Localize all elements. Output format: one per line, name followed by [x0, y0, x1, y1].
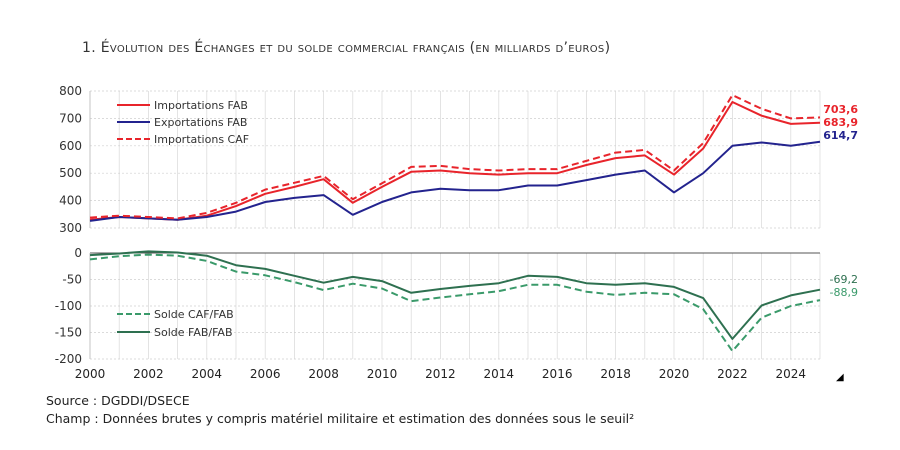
x-tick-label: 2004: [192, 367, 223, 381]
legend-label: Importations FAB: [154, 99, 248, 112]
x-tick-label: 2008: [308, 367, 339, 381]
y-tick-label: 600: [59, 139, 82, 153]
y-tick-label: 700: [59, 111, 82, 125]
series-line-importations-caf: [89, 94, 821, 220]
y-tick-label: -50: [62, 273, 82, 287]
corner-arrow-icon: ◢: [836, 372, 844, 383]
x-tick-label: 2006: [250, 367, 281, 381]
series-line-solde-fab-fab: [89, 250, 821, 340]
champ-note: Champ : Données brutes y compris matérie…: [46, 411, 635, 426]
y-tick-label: 300: [59, 221, 82, 235]
chart-title: 1. Évolution des Échanges et du solde co…: [82, 40, 611, 56]
x-tick-label: 2002: [133, 367, 164, 381]
end-value-label: 614,7: [823, 129, 858, 142]
end-value-label: 703,6: [823, 103, 858, 116]
x-tick-label: 2012: [425, 367, 456, 381]
end-value-label: -69,2: [830, 273, 858, 286]
y-tick-label: -200: [55, 352, 82, 366]
y-tick-label: 500: [59, 166, 82, 180]
x-tick-label: 2018: [600, 367, 631, 381]
legend-label: Exportations FAB: [154, 116, 247, 129]
legend-label: Solde FAB/FAB: [154, 326, 233, 339]
x-tick-label: 2024: [776, 367, 807, 381]
series-line-importations-fab: [89, 101, 821, 221]
y-tick-label: 800: [59, 84, 82, 98]
x-tick-label: 2000: [75, 367, 106, 381]
y-tick-label: 400: [59, 194, 82, 208]
y-tick-label: -100: [55, 299, 82, 313]
legend-label: Importations CAF: [154, 133, 249, 146]
end-value-label: -88,9: [830, 286, 858, 299]
x-tick-label: 2016: [542, 367, 573, 381]
x-tick-label: 2014: [484, 367, 515, 381]
x-tick-label: 2020: [659, 367, 690, 381]
end-value-label: 683,9: [823, 116, 858, 129]
x-tick-label: 2010: [367, 367, 398, 381]
series-line-exportations-fab: [89, 140, 821, 222]
x-tick-label: 2022: [717, 367, 748, 381]
y-tick-label: -150: [55, 326, 82, 340]
y-tick-label: 0: [74, 246, 82, 260]
series-line-solde-caf-fab: [89, 253, 821, 353]
source-note: Source : DGDDI/DSECE: [46, 393, 190, 408]
legend-label: Solde CAF/FAB: [154, 308, 234, 321]
